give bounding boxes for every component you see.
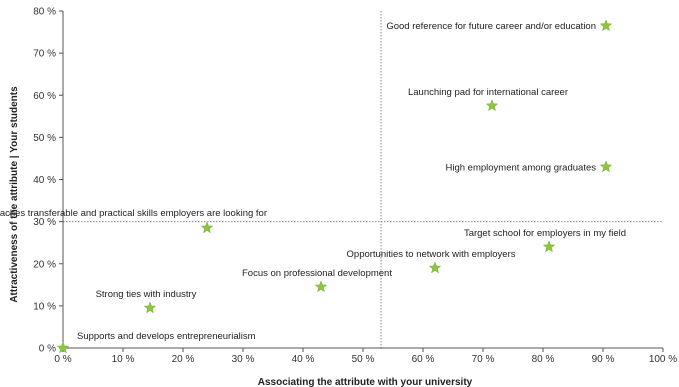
data-point-label: Supports and develops entrepreneurialism (77, 331, 256, 342)
x-tick-label: 70 % (472, 354, 495, 365)
data-point-label: Launching pad for international career (408, 87, 568, 98)
data-point-label: Strong ties with industry (96, 289, 197, 300)
data-point-label: High employment among graduates (445, 162, 596, 173)
x-tick-label: 10 % (112, 354, 135, 365)
data-point (542, 240, 556, 253)
y-tick-label: 30 % (33, 217, 56, 228)
data-point (143, 301, 157, 314)
x-tick-label: 40 % (292, 354, 315, 365)
data-point (485, 99, 499, 112)
data-point (428, 261, 442, 274)
x-tick-label: 90 % (592, 354, 615, 365)
data-point-label: Teaches transferable and practical skill… (0, 208, 267, 219)
y-tick-label: 40 % (33, 175, 56, 186)
data-point-label: Opportunities to network with employers (347, 249, 516, 260)
y-tick-label: 0 % (39, 344, 56, 355)
data-point (314, 280, 328, 293)
data-point (200, 221, 214, 234)
x-tick-label: 0 % (54, 354, 71, 365)
y-tick-label: 20 % (33, 259, 56, 270)
data-point-label: Target school for employers in my field (464, 228, 626, 239)
x-tick-label: 30 % (232, 354, 255, 365)
x-tick-label: 60 % (412, 354, 435, 365)
x-tick-label: 100 % (649, 354, 677, 365)
data-point-label: Focus on professional development (242, 268, 392, 279)
data-point (599, 19, 613, 32)
y-tick-label: 70 % (33, 49, 56, 60)
tick-labels: 0 % 10 % 20 % 30 % 40 % 50 % 60 % 70 % 80 % 90 % 1… (33, 7, 677, 366)
y-tick-label: 10 % (33, 301, 56, 312)
y-tick-label: 50 % (33, 133, 56, 144)
y-tick-label: 80 % (33, 7, 56, 18)
data-point (56, 341, 70, 354)
data-point (599, 160, 613, 173)
x-tick-label: 80 % (532, 354, 555, 365)
x-tick-label: 50 % (352, 354, 375, 365)
y-axis-title: Attractiveness of the attribute | Your s… (9, 86, 20, 303)
reference-lines (63, 11, 663, 348)
y-tick-label: 60 % (33, 91, 56, 102)
x-tick-label: 20 % (172, 354, 195, 365)
x-axis-title: Associating the attribute with your univ… (258, 377, 473, 387)
data-labels: Good reference for future career and/or … (0, 21, 626, 342)
data-point-label: Good reference for future career and/or … (386, 21, 596, 32)
data-points (56, 19, 613, 354)
